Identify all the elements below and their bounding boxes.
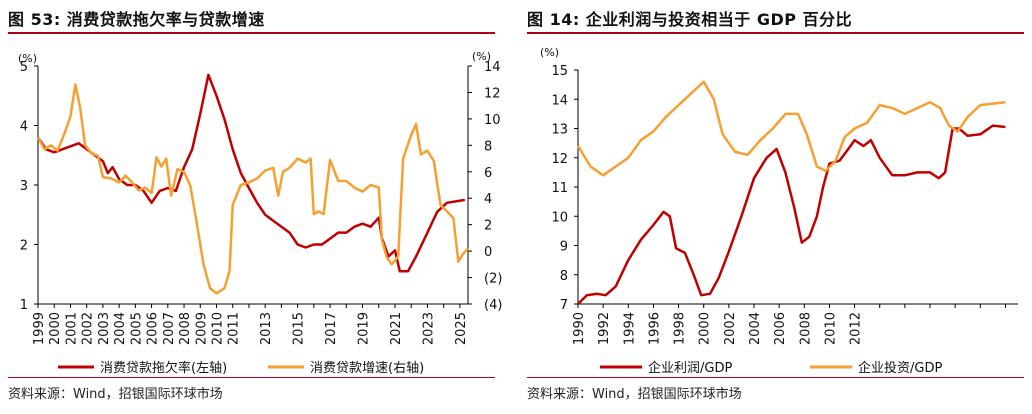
chart1-right-tick-label: 6 — [484, 166, 492, 181]
chart2-y-tick-label: 11 — [551, 181, 568, 196]
chart1-bottom-rule — [8, 377, 495, 378]
chart2-y-tick-label: 12 — [551, 152, 568, 167]
chart1-right-tick-label: (4) — [484, 298, 502, 313]
chart1-x-tick-label: 2004 — [113, 312, 128, 345]
chart1-right-tick-label: 12 — [484, 86, 501, 101]
chart1-x-tick-label: 2007 — [162, 312, 177, 345]
chart1-x-tick-label: 2023 — [421, 312, 436, 345]
chart1-left-tick-label: 5 — [20, 60, 28, 75]
chart1-series-line-2 — [36, 83, 469, 295]
chart1-right-tick-label: (2) — [484, 272, 502, 287]
chart1-legend-label-2: 消费贷款增速(右轴) — [310, 361, 424, 376]
chart1-left-tick-label: 3 — [20, 179, 28, 194]
chart2-series-line-2 — [576, 80, 1006, 177]
chart2-series-line-1 — [577, 124, 1006, 305]
chart1-x-tick-label: 1999 — [32, 312, 47, 345]
chart1-x-tick-label: 2021 — [389, 312, 404, 345]
chart1-x-tick-label: 2001 — [64, 312, 79, 345]
chart2-x-tick-label: 1994 — [622, 312, 637, 345]
chart2-title: 图 14: 企业利润与投资相当于 GDP 百分比 — [527, 10, 853, 29]
chart2-x-tick-label: 1990 — [572, 312, 587, 345]
chart1-x-tick-label: 2002 — [81, 312, 96, 345]
chart2-x-tick-label: 1998 — [673, 312, 688, 345]
chart1-right-tick-label: 2 — [484, 219, 492, 234]
chart1-right-tick-label: 0 — [484, 245, 492, 260]
chart2-source: 资料来源：Wind，招银国际环球市场 — [527, 387, 742, 402]
chart2-x-tick-label: 1996 — [647, 312, 662, 345]
chart1-x-tick-label: 2003 — [97, 312, 112, 345]
chart2-bottom-rule — [527, 377, 1024, 378]
chart2-y-tick-label: 10 — [551, 210, 568, 225]
chart1-x-tick-label: 2011 — [227, 312, 242, 345]
chart1-legend-label-1: 消费贷款拖欠率(左轴) — [100, 360, 227, 376]
chart2-y-tick-label: 7 — [560, 298, 568, 313]
chart1-source: 资料来源：Wind，招银国际环球市场 — [8, 387, 223, 402]
chart2-x-tick-label: 2004 — [748, 312, 763, 345]
chart1-right-tick-label: 10 — [484, 113, 501, 128]
chart1-title-rule — [8, 32, 495, 34]
chart1-title: 图 53: 消费贷款拖欠率与贷款增速 — [8, 10, 265, 29]
chart2-title-rule — [527, 32, 1024, 34]
chart1-x-tick-label: 2017 — [324, 312, 339, 345]
chart1-right-tick-label: 8 — [484, 139, 492, 154]
chart1-right-tick-label: 14 — [484, 60, 501, 75]
chart1-right-unit: (%) — [472, 50, 491, 63]
chart1-x-tick-label: 2025 — [454, 312, 469, 345]
chart1-x-tick-label: 2000 — [48, 312, 63, 345]
chart2-y-tick-label: 15 — [551, 64, 568, 79]
chart2-y-unit: (%) — [540, 46, 559, 59]
chart1-x-tick-label: 2008 — [178, 312, 193, 345]
chart1-x-tick-label: 2005 — [129, 312, 144, 345]
chart2-y-tick-label: 13 — [551, 123, 568, 138]
chart1-left-tick-label: 1 — [20, 298, 28, 313]
chart2-x-tick-label: 2006 — [773, 312, 788, 345]
chart1-left-tick-label: 2 — [20, 239, 28, 254]
chart1-x-tick-label: 2009 — [194, 312, 209, 345]
chart2-legend-label-2: 企业投资/GDP — [858, 360, 942, 376]
chart2-x-tick-label: 2000 — [698, 312, 713, 345]
chart2-y-tick-label: 9 — [560, 240, 568, 255]
chart2-x-tick-label: 1992 — [597, 312, 612, 345]
chart2-y-tick-label: 14 — [551, 93, 568, 108]
chart1-x-tick-label: 2006 — [146, 312, 161, 345]
chart1-x-tick-label: 2013 — [259, 312, 274, 345]
chart1-left-tick-label: 4 — [20, 120, 28, 135]
chart1-right-tick-label: 4 — [484, 192, 492, 207]
chart2-x-tick-label: 2008 — [798, 312, 813, 345]
chart2-x-tick-label: 2002 — [723, 312, 738, 345]
chart2-legend-label-1: 企业利润/GDP — [648, 360, 732, 376]
chart1-x-tick-label: 2019 — [357, 312, 372, 345]
chart1-x-tick-label: 2015 — [292, 312, 307, 345]
chart2-y-tick-label: 8 — [560, 269, 568, 284]
chart2-x-tick-label: 2012 — [849, 312, 864, 345]
chart1-x-tick-label: 2010 — [210, 312, 225, 345]
chart1-left-unit: (%) — [18, 52, 37, 65]
chart2-x-tick-label: 2010 — [823, 312, 838, 345]
